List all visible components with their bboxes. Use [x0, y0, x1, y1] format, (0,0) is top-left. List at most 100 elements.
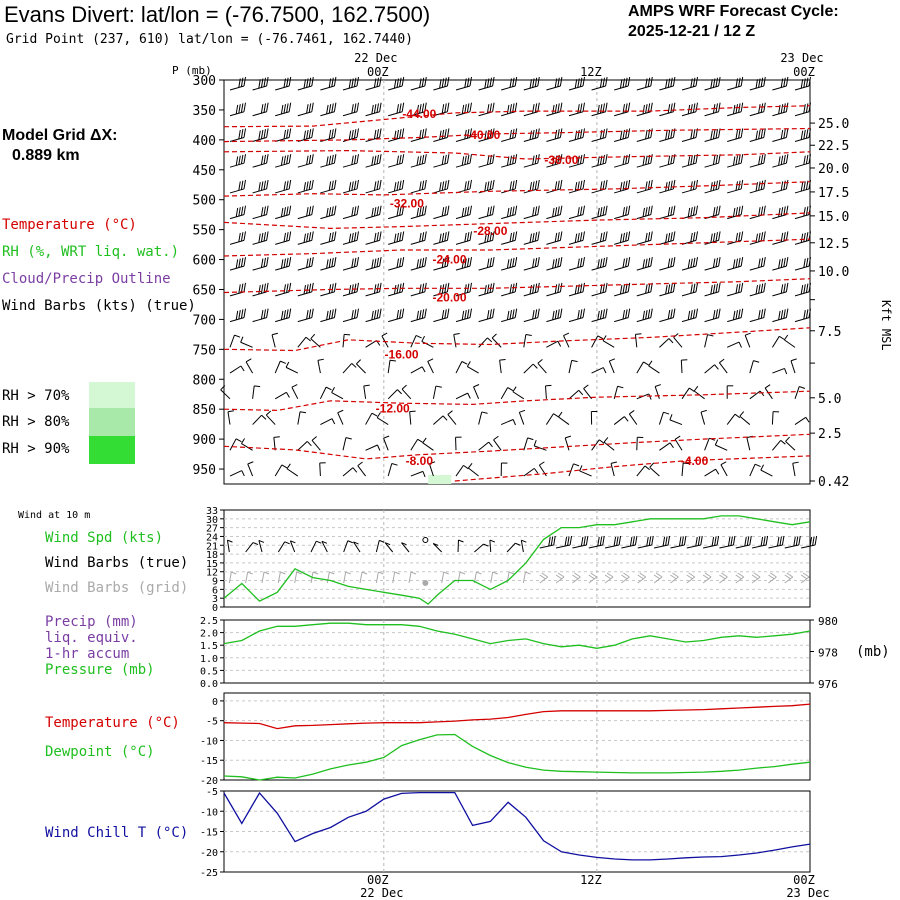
wind-barb	[636, 154, 653, 168]
wind-barb	[297, 257, 314, 271]
wind-tick-label: 9	[212, 577, 218, 588]
wind-barb	[704, 364, 719, 374]
wind-barb	[433, 205, 450, 220]
legend-rh70: RH > 70%	[2, 388, 70, 404]
wind-barb	[614, 76, 631, 91]
precip-tick-label: 2.0	[200, 629, 218, 640]
wind-barb-true	[539, 535, 556, 549]
wind-barb-grid	[800, 572, 810, 584]
wind-barb	[356, 359, 366, 374]
wind-barb	[636, 205, 653, 220]
wind-barb	[546, 76, 563, 91]
precip-panel-label: 1-hr accum	[45, 646, 129, 662]
wind-barb-grid	[343, 571, 351, 584]
wind-barb	[455, 76, 472, 91]
wind-barb	[518, 409, 526, 425]
wind-barb	[545, 413, 559, 425]
wind-barb	[568, 282, 585, 297]
wind-barb	[320, 205, 337, 220]
wind-barb-grid	[588, 572, 598, 584]
wind-barb	[365, 76, 382, 91]
wind-barb-true	[719, 535, 736, 549]
wind-tick-label: 18	[206, 550, 218, 561]
wind-barb	[247, 461, 254, 477]
wind-barb	[297, 231, 314, 245]
wind-barb	[466, 361, 479, 374]
wind-barb	[275, 128, 292, 142]
wind-barb	[659, 442, 674, 451]
wind-barb	[658, 411, 670, 425]
precip-tick-label: 1.0	[200, 654, 218, 665]
wind-barb	[297, 411, 307, 425]
wind-barb-grid	[490, 571, 498, 584]
wind-barb	[523, 257, 540, 271]
wind-barb	[681, 76, 698, 91]
wind-barb	[433, 308, 450, 323]
wind-barb-true	[555, 535, 573, 549]
pressure-line	[223, 622, 811, 649]
wind-barb	[523, 231, 540, 245]
wind-barb	[342, 205, 359, 220]
wind-barb	[365, 154, 382, 168]
isotherm-line	[223, 181, 811, 197]
wind-barb	[453, 333, 460, 348]
temp-panel-frame	[223, 692, 811, 781]
wind-barb	[537, 358, 547, 374]
windchill-tick-label: -5	[206, 787, 218, 798]
wind-barb-true	[321, 540, 328, 553]
wind-barb	[342, 282, 359, 297]
wind-barb	[286, 463, 299, 477]
wind-barb	[297, 336, 311, 348]
wind-barb	[500, 462, 508, 477]
wind-barb	[410, 438, 424, 451]
wind-barb-grid	[408, 571, 417, 584]
wind-barb	[591, 308, 608, 323]
wind-barb-grid	[245, 571, 253, 584]
wind-barb	[273, 436, 280, 451]
p-tick-label: 900	[193, 433, 216, 448]
wind-barb	[669, 414, 683, 426]
wind-barb	[739, 411, 751, 425]
isotherm-label: -44.00	[402, 107, 436, 121]
wind-barb	[591, 102, 608, 117]
isotherm-label: -16.00	[385, 348, 419, 362]
time-date-label-top: 22 Dec	[354, 51, 397, 65]
wind-barb	[297, 102, 314, 117]
wind-barb-grid	[751, 572, 761, 584]
wind-barb	[297, 179, 314, 194]
wind-barb	[764, 384, 773, 400]
wind-barb	[410, 154, 427, 168]
isotherm-label: -28.00	[473, 224, 507, 238]
wind-barb	[512, 386, 525, 400]
wind-barb	[614, 154, 631, 168]
p-tick-label: 500	[193, 194, 216, 209]
wind-barb	[673, 333, 683, 348]
p-tick-label: 850	[193, 403, 216, 418]
rh-patch	[428, 475, 452, 484]
wind-barb	[614, 205, 631, 220]
wind-barb	[546, 231, 563, 245]
wind-barb	[614, 308, 631, 323]
wind-barb-true	[801, 535, 818, 549]
wind-barb	[229, 231, 246, 245]
wind-barb	[501, 205, 518, 220]
wind-barb	[229, 334, 241, 348]
wind-barb	[772, 257, 789, 271]
wind-barb-true	[588, 535, 605, 549]
wind-barb	[726, 413, 741, 425]
wind-barb	[749, 102, 766, 117]
wind-barb	[252, 385, 261, 399]
wind-barb	[229, 205, 246, 220]
wind-barb	[229, 179, 246, 194]
wind-barb	[275, 179, 292, 194]
wind-barb	[428, 461, 436, 477]
kft-tick-label: 5.0	[818, 392, 841, 407]
wind-barb	[681, 308, 698, 323]
wind-barb	[229, 154, 246, 168]
wind-barb-true	[768, 535, 785, 549]
wind-barb-grid	[719, 572, 728, 584]
wind-barb-grid	[326, 571, 335, 584]
wind-barb	[568, 257, 585, 271]
wind-barb	[523, 363, 538, 374]
wind-barb	[681, 387, 695, 400]
